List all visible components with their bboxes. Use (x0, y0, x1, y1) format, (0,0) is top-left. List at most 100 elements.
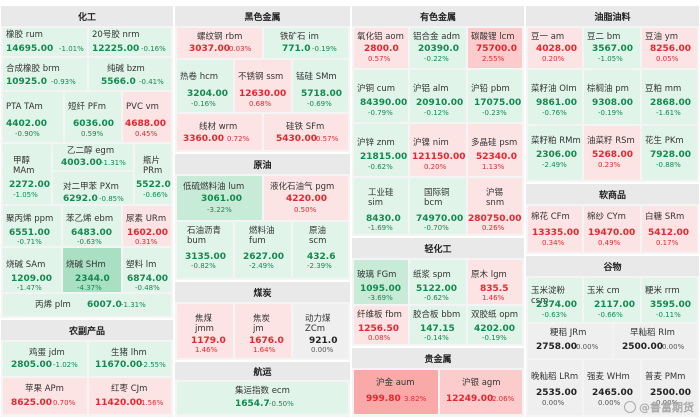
tile-bu[interactable]: 石油沥青 bum 3135.00 -0.82% (177, 222, 233, 278)
tile-ri[interactable]: 早籼稻 RIm 2500.00 0.00% (614, 324, 697, 358)
tile-soda[interactable]: 纯碱 bzm 5566.0 -0.41% (89, 58, 171, 90)
tile-sf[interactable]: 硅铁 SFm 5430.00 0.57% (264, 114, 348, 150)
tile-rapeoil[interactable]: 菜籽油 OIm 9861.00 -0.76% (528, 70, 582, 124)
tile-hc[interactable]: 热卷 hcm 3204.00 -0.16% (177, 60, 233, 112)
tile-price: 2306.00 (536, 150, 577, 160)
tile-price: 8430.0 (366, 214, 401, 224)
tile-name: 棉花 CFm (531, 212, 570, 222)
tile-change: 0.08% (368, 334, 391, 342)
tile-cu[interactable]: 沪铜 cum 84390.00 -0.79% (354, 70, 408, 122)
tile-al[interactable]: 沪铝 alm 20910.00 -0.12% (410, 70, 466, 122)
tile-price: 8256.00 (650, 44, 691, 54)
tile-change: 0.31% (135, 238, 158, 246)
tile-pg[interactable]: 液化石油气 pgm 4220.00 0.50% (264, 176, 348, 220)
tile-op[interactable]: 双胶纸 opm 4202.00 -0.19% (468, 306, 522, 344)
tile-lu[interactable]: 低硫燃料油 lum 3061.00 -3.22% (177, 176, 262, 220)
tile-corn[interactable]: 玉米 cm 2117.00 -0.66% (584, 278, 640, 322)
tile-soy1[interactable]: 豆一 am 4028.00 0.20% (528, 28, 582, 68)
tile-cf[interactable]: 棉花 CFm 13335.00 0.34% (528, 206, 582, 252)
tile-nr[interactable]: 20号胶 nrm 12225.00 -0.16% (89, 28, 171, 56)
tile-price: 3061.00 (201, 194, 242, 204)
tile-price: 6874.00 (127, 274, 168, 284)
tile-hog[interactable]: 生猪 lhm 11670.00 -2.55% (89, 342, 171, 376)
tile-lc[interactable]: 碳酸锂 lcm 75700.0 2.55% (468, 28, 522, 68)
tile-eb[interactable]: 苯乙烯 ebm 6483.00 -0.63% (63, 206, 121, 246)
tile-cy[interactable]: 棉纱 CYm 19470.00 0.49% (584, 206, 640, 252)
tile-palm[interactable]: 棕榈油 pm 9308.00 -0.19% (584, 70, 640, 124)
tile-sp[interactable]: 纸浆 spm 5122.00 -0.62% (410, 260, 466, 304)
tile-cs[interactable]: 玉米淀粉 csm 2374.00 -0.63% (528, 278, 582, 322)
tile-change: -0.79% (368, 109, 393, 117)
tile-ag[interactable]: 沪银 agm 12249.00 2.06% (440, 370, 522, 414)
tile-px[interactable]: 对二甲苯 PXm 6292.0 -0.85% (53, 172, 133, 204)
tile-price: 4688.00 (125, 119, 166, 129)
tile-fb[interactable]: 纤维板 fbm 1256.50 0.08% (354, 306, 408, 344)
tile-ni[interactable]: 沪镍 nim 121150.00 0.20% (410, 124, 466, 176)
tile-lr[interactable]: 晚籼稻 LRm 2535.00 0.00% (528, 360, 582, 415)
tile-jujube[interactable]: 红枣 CJm 11420.00 1.56% (89, 378, 171, 414)
tile-rebar[interactable]: 螺纹钢 rbm 3037.00 0.03% (177, 28, 262, 58)
tile-ironore[interactable]: 铁矿石 im 771.0 -0.19% (264, 28, 348, 58)
tile-price: 13335.00 (532, 228, 580, 238)
tile-rr[interactable]: 粳米 rrm 3595.00 -0.11% (642, 278, 697, 322)
tile-change: -0.19% (312, 45, 337, 53)
tile-bb[interactable]: 胶合板 bbm 147.15 -0.14% (410, 306, 466, 344)
tile-alalloy[interactable]: 铝合金 adm 20390.0 -0.22% (410, 28, 466, 68)
tile-name: 短纤 PFm (68, 102, 106, 112)
tile-methanol[interactable]: 甲醇 MAm 2272.00 -1.05% (3, 144, 51, 204)
tile-pf[interactable]: 短纤 PFm 6036.00 0.59% (65, 92, 121, 142)
tile-jm[interactable]: 焦煤 jmm 1179.0 1.46% (177, 304, 233, 358)
tile-peanut[interactable]: 花生 PKm 7928.00 -0.88% (642, 126, 697, 180)
tile-name: 锰硅 SMm (296, 72, 337, 82)
tile-price: 5412.00 (648, 228, 689, 238)
tile-price: 74970.00 (416, 214, 464, 224)
tile-ss[interactable]: 不锈钢 ssm 12630.00 0.68% (235, 60, 291, 112)
tile-sr[interactable]: 白糖 SRm 5412.00 0.17% (642, 206, 697, 252)
tile-caustic[interactable]: 烧碱 SAm 1209.00 -1.47% (3, 248, 61, 292)
tile-plastic[interactable]: 塑料 lm 6874.00 -0.48% (123, 248, 171, 292)
tile-fg[interactable]: 玻璃 FGm 1095.00 -3.69% (354, 260, 408, 304)
tile-pm[interactable]: 普麦 PMm 2500.00 0.00% (642, 360, 697, 415)
tile-change: 0.34% (542, 239, 565, 247)
tile-zc[interactable]: 动力煤 ZCm 921.0 0.00% (293, 304, 348, 358)
tile-name: 玉米 cm (587, 286, 620, 296)
tile-si[interactable]: 工业硅 sim 8430.0 -1.69% (354, 178, 408, 234)
tile-change: -4.37% (77, 284, 102, 292)
tile-zn[interactable]: 沪锌 znm 21815.00 -0.62% (354, 124, 408, 176)
tile-pta[interactable]: PTA TAm 4402.00 -0.90% (3, 92, 63, 142)
tile-pb[interactable]: 沪铅 pbm 17075.00 -0.23% (468, 70, 522, 122)
tile-name: 强麦 WHm (587, 372, 630, 382)
tile-au[interactable]: 沪金 aum 999.80 3.82% (354, 370, 438, 414)
tile-alumina[interactable]: 氧化铝 aom 2800.0 0.57% (354, 28, 408, 68)
tile-sc[interactable]: 原油 scm 432.6 -2.39% (293, 222, 348, 278)
tile-change: -0.62% (368, 163, 393, 171)
tile-fu[interactable]: 燃料油 fum 2627.00 -2.49% (235, 222, 291, 278)
tile-synrubber[interactable]: 合成橡胶 brm 10925.0 -0.93% (3, 58, 87, 90)
tile-change: -0.90% (15, 130, 40, 138)
tile-ps[interactable]: 多晶硅 psm 52340.0 1.13% (468, 124, 522, 176)
tile-ec[interactable]: 集运指数 ecm 1654.7 -0.50% (177, 382, 348, 414)
tile-glass-sh[interactable]: 烧碱 SHm 2344.0 -4.37% (63, 248, 121, 292)
tile-eg[interactable]: 乙二醇 egm 4003.00 -1.31% (53, 144, 133, 170)
tile-jr[interactable]: 粳稻 JRm 2758.00 0.00% (528, 324, 612, 358)
tile-urea[interactable]: 尿素 URm 1602.00 0.31% (123, 206, 171, 246)
tile-apple[interactable]: 苹果 APm 8625.00 0.70% (3, 378, 87, 414)
tile-sheet[interactable]: 瓶片 PRm 5522.00-0.66% (135, 144, 171, 204)
tile-wire[interactable]: 线材 wrm 3360.00 0.72% (177, 114, 262, 150)
tile-soy2[interactable]: 豆二 bm 3567.00 -1.05% (584, 28, 640, 68)
tile-sm[interactable]: 锰硅 SMm 5718.00 -0.69% (293, 60, 348, 112)
tile-lg[interactable]: 原木 lgm 835.5 1.46% (468, 260, 522, 304)
tile-name: 双胶纸 opm (471, 310, 519, 320)
tile-sn[interactable]: 沪锡 snm 280750.00 0.26% (468, 178, 522, 234)
tile-pvc[interactable]: PVC vm 4688.00 0.45% (123, 92, 171, 142)
tile-bc[interactable]: 国际铜 bcm 74970.00 -0.70% (410, 178, 466, 234)
tile-rapeseed[interactable]: 油菜籽 RSm 5268.00 0.23% (584, 126, 640, 180)
tile-egg[interactable]: 鸡蛋 jdm 2805.00 -1.02% (3, 342, 87, 376)
tile-j[interactable]: 焦炭 jm 1676.0 1.64% (235, 304, 291, 358)
tile-rapemeal[interactable]: 菜籽粕 RMm 2306.00 -2.49% (528, 126, 582, 180)
tile-pp[interactable]: 聚丙烯 ppm 6551.00 -0.71% (3, 206, 61, 246)
tile-propane[interactable]: 丙烯 plm 6007.0 -1.31% (3, 294, 171, 316)
tile-soymeal[interactable]: 豆粕 mm 2868.00 -1.61% (642, 70, 697, 124)
tile-soyoil[interactable]: 豆油 ym 8256.00 0.05% (642, 28, 697, 68)
tile-rubber[interactable]: 橡胶 rum 14695.00 -1.01% (3, 28, 87, 56)
